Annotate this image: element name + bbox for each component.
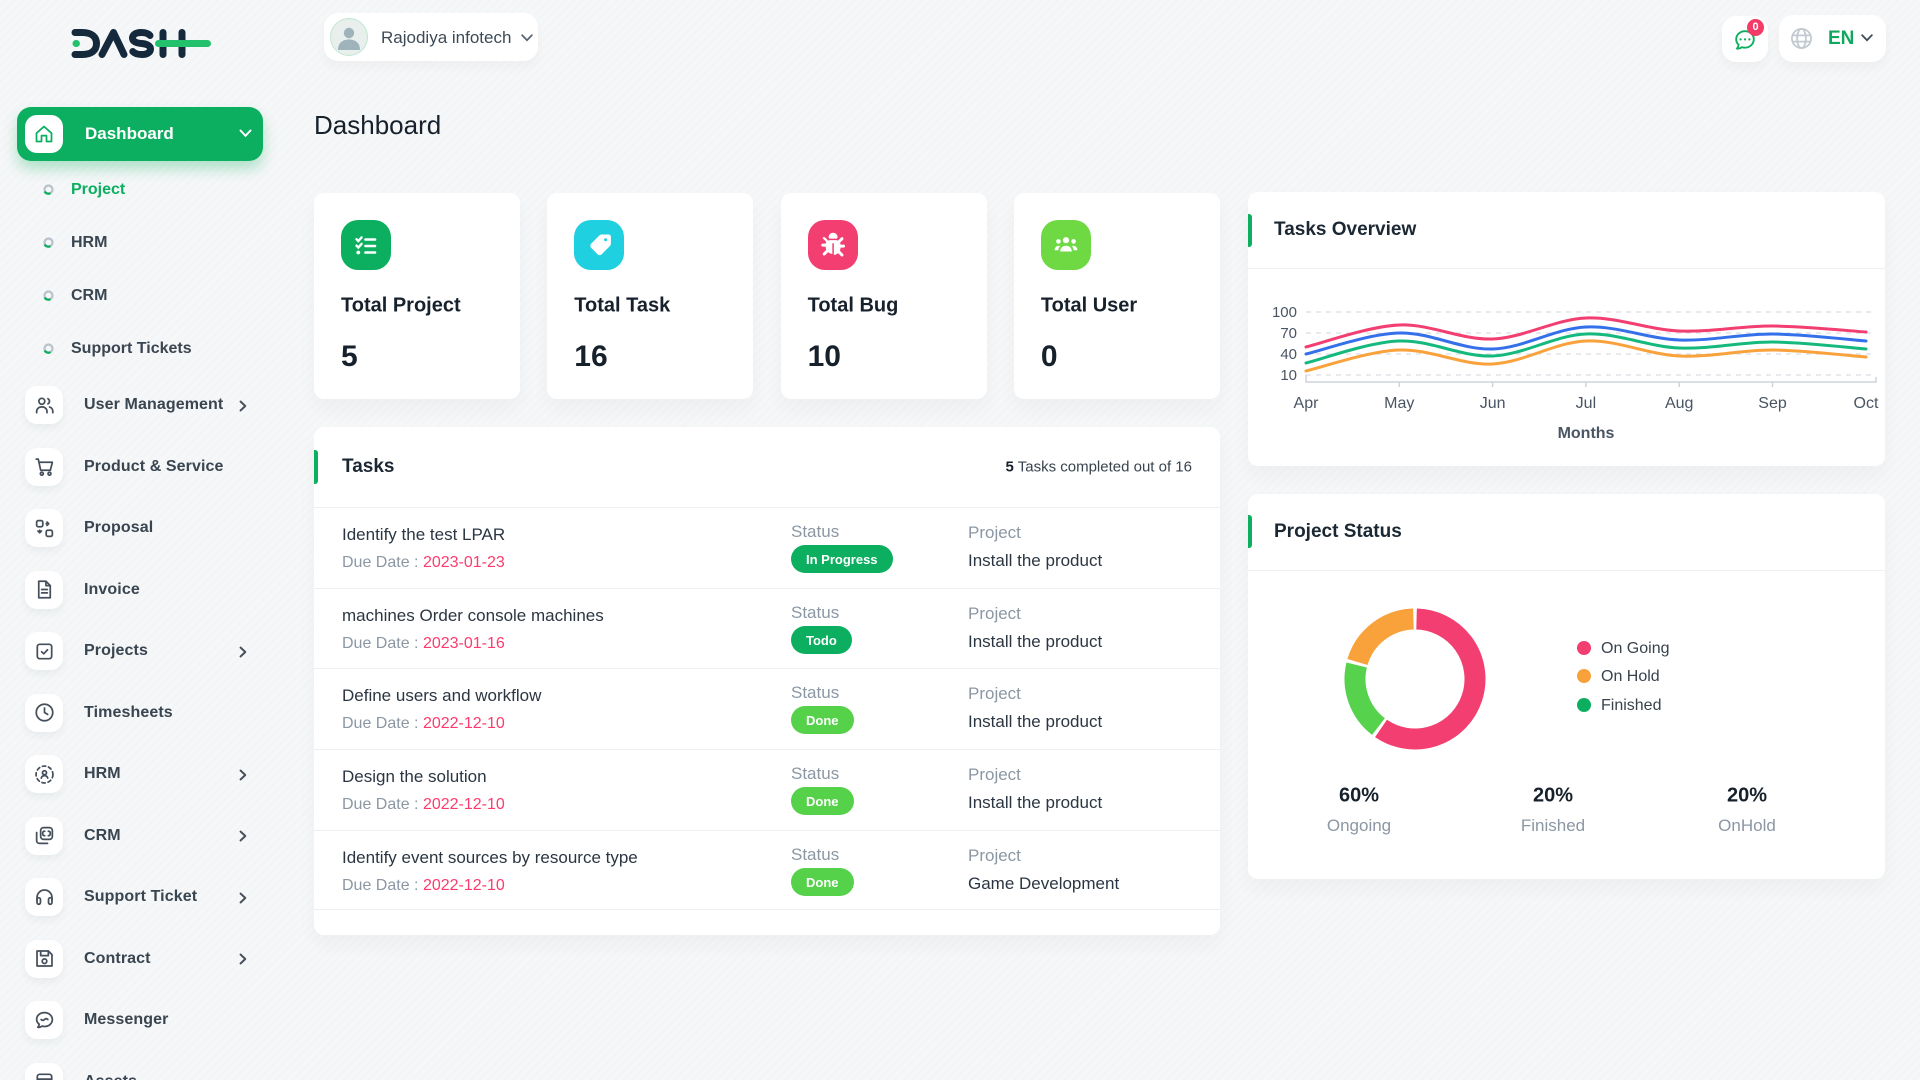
svg-text:40: 40 bbox=[1280, 346, 1297, 363]
svg-text:May: May bbox=[1384, 395, 1414, 412]
svg-text:Oct: Oct bbox=[1854, 395, 1879, 412]
svg-text:Finished: Finished bbox=[1601, 697, 1661, 714]
svg-text:Months: Months bbox=[1558, 425, 1615, 442]
svg-text:Jul: Jul bbox=[1576, 395, 1596, 412]
svg-text:On Going: On Going bbox=[1601, 640, 1669, 657]
svg-text:Sep: Sep bbox=[1758, 395, 1787, 412]
svg-text:On Hold: On Hold bbox=[1601, 668, 1660, 685]
svg-text:10: 10 bbox=[1280, 367, 1297, 384]
svg-text:Jun: Jun bbox=[1480, 395, 1506, 412]
svg-text:70: 70 bbox=[1280, 325, 1297, 342]
svg-text:Aug: Aug bbox=[1665, 395, 1693, 412]
svg-text:100: 100 bbox=[1272, 304, 1297, 321]
svg-text:Apr: Apr bbox=[1294, 395, 1320, 412]
